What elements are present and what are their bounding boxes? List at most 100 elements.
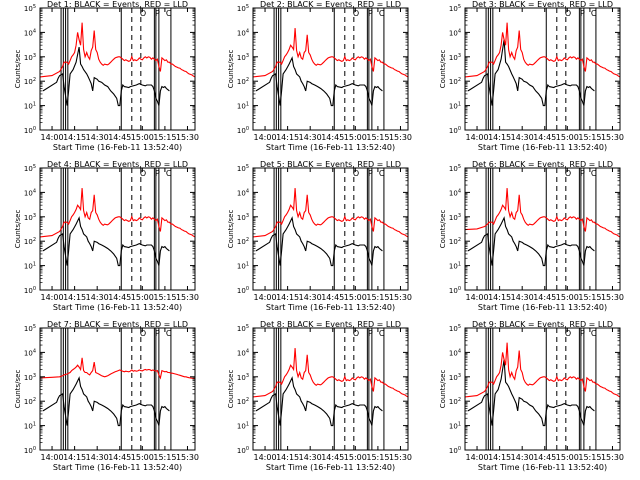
series-line-events [42, 216, 170, 267]
x-tick-label: 14:15 [488, 133, 511, 142]
x-tick-label: 15:15 [153, 133, 176, 142]
plot-frame [39, 327, 196, 451]
panel-title: Det 2: BLACK = Events, RED = LLD [260, 0, 401, 9]
x-tick-label: 15:15 [366, 453, 389, 462]
panel-title: Det 6: BLACK = Events, RED = LLD [472, 160, 613, 169]
x-tick-label: 14:30 [86, 133, 109, 142]
x-tick-label: 15:30 [601, 453, 624, 462]
y-tick-label: 103 [237, 213, 249, 222]
marker-label: P [155, 329, 160, 338]
marker-label: O [353, 329, 359, 338]
marker-label: P [580, 169, 585, 178]
x-tick-label: 15:00 [131, 453, 154, 462]
plot-frame [39, 7, 196, 131]
panel-title: Det 4: BLACK = Events, RED = LLD [47, 160, 188, 169]
marker-label: P [580, 9, 585, 18]
x-tick-label: 14:45 [533, 293, 556, 302]
series-group [465, 168, 620, 290]
y-tick-label: 103 [24, 213, 36, 222]
plot-frame [252, 7, 409, 131]
y-tick-label: 103 [237, 373, 249, 382]
x-tick-label: 14:30 [299, 453, 322, 462]
x-tick-label: 15:00 [344, 453, 367, 462]
y-tick-label: 104 [237, 188, 249, 197]
series-group [253, 168, 408, 290]
x-tick-label: 14:15 [488, 293, 511, 302]
x-tick-label: 14:00 [466, 293, 489, 302]
series-line-events [255, 216, 383, 267]
series-group [40, 328, 195, 450]
plot-frame [252, 167, 409, 291]
x-tick-label: 15:00 [131, 133, 154, 142]
x-axis-label: Start Time (16-Feb-11 13:52:40) [53, 303, 182, 312]
series-group [465, 328, 620, 450]
y-axis-label: Counts/sec [14, 210, 22, 249]
y-tick-label: 104 [449, 348, 461, 357]
x-axis-label: Start Time (16-Feb-11 13:52:40) [53, 463, 182, 472]
y-axis-label: Counts/sec [439, 210, 447, 249]
x-tick-label: 14:30 [511, 453, 534, 462]
y-axis-label: Counts/sec [227, 50, 235, 89]
series-line-events [467, 39, 595, 107]
marker-label: C [591, 329, 597, 338]
y-tick-label: 105 [24, 164, 36, 173]
plot-frame [464, 7, 621, 131]
y-tick-label: 104 [237, 28, 249, 37]
y-tick-label: 104 [24, 188, 36, 197]
detector-panel: O P C 14:00 14:15 14:30 14:45 15:00 15:15 15:30 10… [14, 320, 199, 472]
panel-title: Det 8: BLACK = Events, RED = LLD [260, 320, 401, 329]
marker-label: P [368, 169, 373, 178]
detector-panel: O P C 14:00 14:15 14:30 14:45 15:00 15:15 15:30 10… [227, 320, 412, 472]
x-tick-label: 14:00 [254, 453, 277, 462]
x-axis-label: Start Time (16-Feb-11 13:52:40) [266, 143, 395, 152]
y-axis-label: Counts/sec [227, 370, 235, 409]
marker-label: P [580, 329, 585, 338]
y-tick-label: 102 [237, 397, 249, 406]
x-tick-label: 15:15 [366, 133, 389, 142]
series-group [40, 8, 195, 130]
series-line-events [42, 46, 170, 107]
x-tick-label: 15:30 [389, 293, 412, 302]
x-axis-label: Start Time (16-Feb-11 13:52:40) [266, 303, 395, 312]
x-tick-label: 14:15 [276, 453, 299, 462]
y-tick-label: 100 [449, 446, 461, 455]
detector-panel: O P C 14:00 14:15 14:30 14:45 15:00 15:15 15:30 10… [227, 0, 412, 152]
x-tick-label: 14:00 [466, 453, 489, 462]
x-tick-label: 14:45 [321, 453, 344, 462]
x-tick-label: 14:45 [108, 133, 131, 142]
detector-panel: O P C 14:00 14:15 14:30 14:45 15:00 15:15 15:30 10… [14, 160, 199, 312]
panel-title: Det 5: BLACK = Events, RED = LLD [260, 160, 401, 169]
x-tick-label: 14:15 [488, 453, 511, 462]
x-tick-label: 15:00 [556, 293, 579, 302]
x-tick-label: 14:00 [41, 453, 64, 462]
y-tick-label: 102 [449, 397, 461, 406]
detector-panel: O P C 14:00 14:15 14:30 14:45 15:00 15:15 15:30 10… [439, 160, 624, 312]
series-line-events [255, 376, 383, 427]
y-tick-label: 105 [24, 324, 36, 333]
x-tick-label: 14:15 [276, 293, 299, 302]
series-line-events [467, 216, 595, 267]
marker-label: C [166, 329, 172, 338]
y-axis-label: Counts/sec [14, 50, 22, 89]
plot-frame [252, 327, 409, 451]
x-tick-label: 15:30 [601, 293, 624, 302]
x-tick-label: 14:30 [86, 293, 109, 302]
series-line-lld [40, 22, 195, 78]
marker-label: C [379, 169, 385, 178]
marker-label: P [155, 169, 160, 178]
x-axis-label: Start Time (16-Feb-11 13:52:40) [266, 463, 395, 472]
detector-panel: O P C 14:00 14:15 14:30 14:45 15:00 15:15 15:30 10… [439, 0, 624, 152]
y-tick-label: 104 [449, 28, 461, 37]
series-line-lld [253, 348, 408, 398]
y-tick-label: 104 [24, 28, 36, 37]
y-tick-label: 104 [237, 348, 249, 357]
x-tick-label: 15:30 [176, 453, 199, 462]
y-axis-label: Counts/sec [14, 370, 22, 409]
y-tick-label: 103 [24, 373, 36, 382]
y-tick-label: 102 [24, 397, 36, 406]
y-tick-label: 100 [237, 446, 249, 455]
y-tick-label: 102 [24, 237, 36, 246]
series-line-lld [253, 28, 408, 78]
y-tick-label: 100 [24, 446, 36, 455]
